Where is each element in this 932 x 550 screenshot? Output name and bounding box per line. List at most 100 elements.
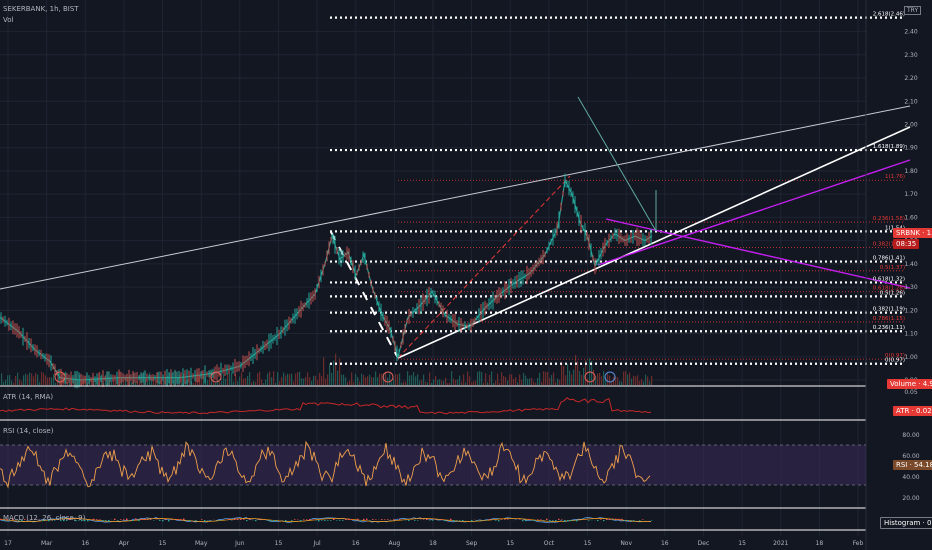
rsi-tick-label: 40.00 [902,474,919,481]
histogram-bar [318,520,320,522]
histogram-bar [219,520,221,521]
volume-bar [491,371,493,385]
histogram-bar [0,518,2,520]
volume-bar [181,382,183,385]
volume-bar [523,373,525,385]
atr-tick-label: 0.05 [904,389,918,396]
volume-bar [307,372,309,385]
histogram-bar [312,519,314,520]
dividend-marker [382,371,394,383]
volume-bar [449,382,451,385]
atr-badge: ATR · 0.02 [893,406,932,416]
volume-bar [23,375,25,385]
volume-bar [87,382,89,385]
volume-bar [283,372,285,385]
volume-bar [393,378,395,385]
volume-bar [127,376,129,385]
histogram-bar [120,519,122,520]
volume-bar [381,373,383,385]
volume-bar [471,382,473,385]
histogram-bar [546,518,548,520]
histogram-bar [624,520,626,521]
volume-bar [441,380,443,385]
histogram-bar [300,520,302,522]
volume-bar [61,373,63,385]
rsi-badge: RSI · 54.18 [893,460,932,470]
volume-bar [323,357,325,385]
volume-bar [619,381,621,385]
time-tick-label: Aug [389,540,401,547]
histogram-bar [6,519,8,520]
time-tick-label: 16 [81,540,89,547]
histogram-bar [366,518,368,520]
volume-bar [209,371,211,385]
histogram-bar [159,520,161,521]
volume-bar [617,377,619,385]
volume-bar [173,380,175,385]
fib-label-red: 1(1.76) [885,174,905,180]
volume-bar [21,381,23,385]
histogram-bar [429,520,431,521]
histogram-bar [441,519,443,520]
histogram-bar [576,520,578,522]
volume-bar [535,382,537,385]
volume-bar [513,378,515,385]
histogram-bar [291,520,293,521]
price-tick-label: 1.30 [904,284,918,291]
volume-bar [111,381,113,385]
volume-bar [575,355,577,385]
volume-bar [177,377,179,385]
volume-bar [555,382,557,385]
volume-bar [551,375,553,385]
histogram-bar [66,520,68,521]
volume-bar [643,381,645,385]
volume-bar [467,371,469,385]
histogram-bar [75,520,77,522]
histogram-bar [276,520,278,521]
histogram-bar [381,519,383,520]
currency-badge[interactable]: TRY [904,6,922,15]
volume-bar [641,379,643,385]
histogram-bar [369,520,371,521]
volume-bar [603,371,605,385]
volume-bar [369,374,371,385]
histogram-bar [171,519,173,520]
histogram-bar [255,520,257,522]
macd-title: MACD (12, 26, close, 9) [3,514,86,522]
histogram-bar [204,520,206,522]
volume-bar [463,374,465,385]
volume-bar [353,381,355,385]
volume-bar [377,377,379,385]
volume-bar [457,379,459,385]
volume-bar [537,377,539,385]
volume-bar [579,371,581,385]
histogram-bar [21,520,23,522]
rsi-title: RSI (14, close) [3,427,54,435]
volume-bar [57,371,59,385]
histogram-bar [432,520,434,521]
volume-bar [539,372,541,385]
histogram-bar [315,520,317,521]
volume-bar [339,358,341,385]
histogram-bar [24,519,26,520]
fib-label-red: 0.382(1.47) [873,242,905,248]
volume-bar [83,378,85,385]
volume-bar [201,371,203,385]
volume-bar [559,379,561,385]
volume-bar [609,375,611,385]
histogram-bar [498,520,500,522]
volume-bar [395,374,397,385]
histogram-bar [519,519,521,520]
volume-bar [517,382,519,385]
volume-bar [327,374,329,385]
volume-bar [637,375,639,385]
volume-bar [215,382,217,385]
histogram-bar [621,518,623,520]
volume-bar [469,376,471,385]
time-tick-label: 15 [275,540,283,547]
drawings[interactable] [0,96,911,359]
histogram-bar [609,518,611,520]
volume-bar [525,375,527,385]
time-tick-label: 2021 [773,540,788,547]
